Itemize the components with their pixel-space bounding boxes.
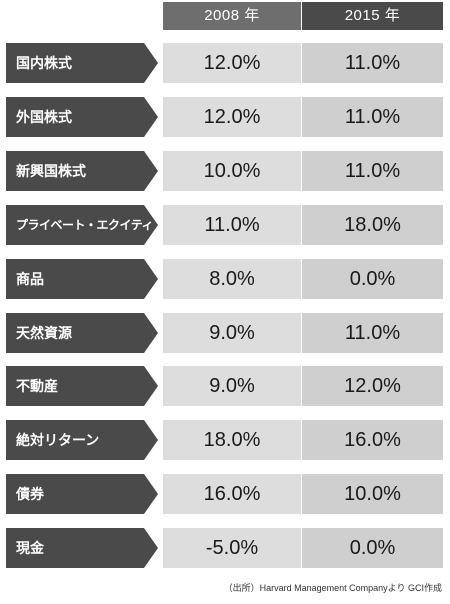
row-label: 債券 <box>16 486 44 502</box>
value-2015: 10.0% <box>302 474 443 514</box>
header-2015: 2015 年 <box>302 2 443 30</box>
row-label-arrow <box>6 313 158 353</box>
value-2008: -5.0% <box>163 528 301 568</box>
table-row: プライベート・エクイティ 11.0% 18.0% <box>0 205 450 245</box>
row-label: プライベート・エクイティ <box>16 218 154 232</box>
value-2008: 18.0% <box>163 420 301 460</box>
row-label: 天然資源 <box>16 325 72 341</box>
table-row: 現金 -5.0% 0.0% <box>0 528 450 568</box>
row-label: 新興国株式 <box>16 163 86 179</box>
value-2015: 12.0% <box>302 366 443 406</box>
row-label: 絶対リターン <box>16 432 100 448</box>
value-2008: 12.0% <box>163 43 301 83</box>
header-2008: 2008 年 <box>163 2 301 30</box>
row-label-arrow <box>6 474 158 514</box>
row-label-arrow <box>6 366 158 406</box>
row-label: 国内株式 <box>16 55 72 71</box>
table-row: 天然資源 9.0% 11.0% <box>0 313 450 353</box>
value-2008: 10.0% <box>163 151 301 191</box>
value-2015: 0.0% <box>302 259 443 299</box>
table-row: 絶対リターン 18.0% 16.0% <box>0 420 450 460</box>
value-2015: 11.0% <box>302 43 443 83</box>
value-2015: 18.0% <box>302 205 443 245</box>
table-row: 外国株式 12.0% 11.0% <box>0 97 450 137</box>
table-row: 債券 16.0% 10.0% <box>0 474 450 514</box>
row-label: 外国株式 <box>16 109 72 125</box>
row-label-arrow <box>6 43 158 83</box>
row-label-arrow <box>6 205 158 245</box>
value-2008: 11.0% <box>163 205 301 245</box>
table-row: 不動産 9.0% 12.0% <box>0 366 450 406</box>
value-2015: 16.0% <box>302 420 443 460</box>
table-row: 国内株式 12.0% 11.0% <box>0 43 450 83</box>
row-label-arrow <box>6 97 158 137</box>
row-label-arrow <box>6 259 158 299</box>
value-2008: 12.0% <box>163 97 301 137</box>
row-label: 不動産 <box>16 378 58 394</box>
value-2008: 8.0% <box>163 259 301 299</box>
value-2015: 0.0% <box>302 528 443 568</box>
value-2008: 16.0% <box>163 474 301 514</box>
row-label: 現金 <box>16 540 44 556</box>
row-label-arrow <box>6 528 158 568</box>
source-note: （出所）Harvard Management Companyより GCI作成 <box>223 583 442 593</box>
value-2008: 9.0% <box>163 313 301 353</box>
value-2015: 11.0% <box>302 151 443 191</box>
row-label-arrow <box>6 420 158 460</box>
table-row: 商品 8.0% 0.0% <box>0 259 450 299</box>
row-label-arrow <box>6 151 158 191</box>
value-2015: 11.0% <box>302 97 443 137</box>
value-2008: 9.0% <box>163 366 301 406</box>
row-label: 商品 <box>16 271 44 287</box>
value-2015: 11.0% <box>302 313 443 353</box>
table-row: 新興国株式 10.0% 11.0% <box>0 151 450 191</box>
